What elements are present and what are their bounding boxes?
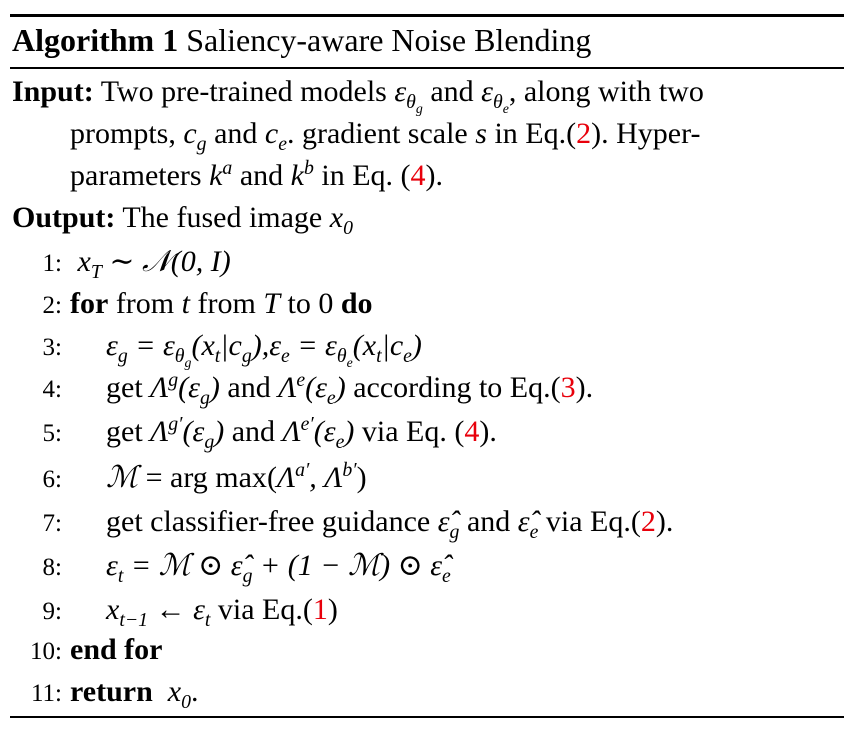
step-8: 8: εt = ℳ ⊙ ε̂g + (1 − ℳ) ⊙ ε̂e <box>12 546 451 588</box>
step-3-math: εg = εθg(xt|cg),εe = εθe(xt|ce) <box>106 329 422 370</box>
input-line-3: parameters ka and kb in Eq. (4). <box>70 156 443 196</box>
step-3: 3: εg = εθg(xt|cg),εe = εθe(xt|ce) <box>12 326 422 370</box>
eq-ref-link[interactable]: 3 <box>560 371 576 404</box>
eq-ref-link[interactable]: 2 <box>640 505 656 538</box>
input-text: and <box>232 159 291 192</box>
input-text: . gradient scale <box>287 117 476 150</box>
keyword-return: return <box>70 675 153 708</box>
step-6: 6: ℳ = arg max(Λa′, Λb′) <box>12 458 367 500</box>
algorithm-title: Algorithm 1 Saliency-aware Noise Blendin… <box>12 18 591 62</box>
eq-ref-link[interactable]: 4 <box>410 159 426 192</box>
input-text: in Eq.( <box>486 117 577 150</box>
eq-ref-link[interactable]: 1 <box>312 593 328 626</box>
step-5: 5: get Λg′(εg) and Λe′(εe) via Eq. (4). <box>12 412 497 454</box>
eq-ref-link[interactable]: 2 <box>576 117 592 150</box>
algorithm-name: Saliency-aware Noise Blending <box>186 22 592 58</box>
math-lambda-e: Λe(εe) <box>278 369 346 409</box>
line-number: 2: <box>42 292 62 319</box>
step-text: to 0 <box>280 287 341 320</box>
step-text: and <box>219 371 279 404</box>
step-10: 10: end for <box>12 630 163 672</box>
step-4: 4: get Λg(εg) and Λe(εe) according to Eq.… <box>12 368 594 410</box>
keyword-end-for: end for <box>70 633 163 666</box>
input-text: Two pre-trained models <box>100 75 395 108</box>
math-eps-hat-e: ε̂e <box>517 505 539 543</box>
line-number: 10: <box>30 638 62 665</box>
step-1: 1: xT ∼ 𝒩(0, I) <box>12 242 231 284</box>
math-t: t <box>181 287 190 320</box>
output-line: Output: The fused image x0 <box>12 198 353 238</box>
input-text: and <box>206 117 265 150</box>
math-eps-theta-g: εθg <box>394 75 423 116</box>
output-label: Output: <box>12 201 116 234</box>
bottom-rule <box>10 716 844 718</box>
step-text: from <box>189 287 264 320</box>
step-text: via Eq.( <box>210 593 313 626</box>
algorithm-label: Algorithm 1 <box>12 22 179 58</box>
step-text: according to Eq.( <box>345 371 561 404</box>
math-lambda-e-prime: Λe′(εe) <box>282 413 355 453</box>
line-number: 3: <box>42 334 62 361</box>
step-text: ). <box>575 371 594 404</box>
step-text: ). <box>479 415 497 448</box>
input-text: ). <box>425 159 444 192</box>
step-text: from <box>108 287 182 320</box>
input-text: parameters <box>70 159 210 192</box>
math-s: s <box>475 117 487 150</box>
input-label: Input: <box>12 75 94 108</box>
math-lambda-a-b: Λa′, Λb′ <box>276 459 357 494</box>
math-lambda-g-prime: Λg′(εg) <box>150 413 225 453</box>
math-x0: x0 <box>329 201 353 239</box>
step-text: get <box>106 415 151 448</box>
step-text: get <box>106 371 151 404</box>
keyword-do: do <box>340 287 373 320</box>
input-text: prompts, <box>70 117 184 150</box>
step-text: . <box>190 675 199 708</box>
math-c-e: ce <box>264 117 287 155</box>
math-c-g: cg <box>183 117 207 155</box>
math-x0: x0 <box>167 675 191 713</box>
math-eps-hat-g: ε̂g <box>437 505 460 543</box>
line-number: 5: <box>42 420 62 447</box>
eq-ref-link[interactable]: 4 <box>464 415 480 448</box>
step-text: and <box>224 415 283 448</box>
math-k-a: ka <box>209 157 233 192</box>
math-T: T <box>263 287 280 320</box>
math-eps-theta-e: εθe <box>481 75 509 116</box>
line-number: 9: <box>42 598 62 625</box>
title-rule <box>10 67 844 69</box>
step-11: 11: return x0. <box>12 672 199 714</box>
step-2: 2: for from t from T to 0 do <box>12 284 373 326</box>
step-text: ) <box>327 593 338 626</box>
input-line-1: Input: Two pre-trained models εθg and εθ… <box>12 72 704 116</box>
step-7: 7: get classifier-free guidance ε̂g and ε… <box>12 502 674 544</box>
top-rule <box>10 14 844 17</box>
math-M: ℳ <box>106 461 139 494</box>
output-text: The fused image <box>122 201 330 234</box>
input-text: in Eq. ( <box>313 159 411 192</box>
keyword-for: for <box>70 287 109 320</box>
math-k-b: kb <box>290 157 314 192</box>
step-text: via Eq.( <box>538 505 641 538</box>
input-text: and <box>422 75 482 108</box>
step-text: ). <box>655 505 674 538</box>
input-text: ). Hyper- <box>591 117 701 150</box>
step-8-math: εt = ℳ ⊙ ε̂g + (1 − ℳ) ⊙ ε̂e <box>106 549 451 587</box>
line-number: 1: <box>42 250 62 277</box>
line-number: 6: <box>42 466 62 493</box>
line-number: 11: <box>30 680 62 707</box>
step-text: via Eq. ( <box>354 415 465 448</box>
input-text: , along with two <box>508 75 704 108</box>
step-1-math: xT ∼ 𝒩(0, I) <box>77 245 231 283</box>
input-line-2: prompts, cg and ce. gradient scale s in … <box>70 114 700 154</box>
step-text: get classifier-free guidance <box>106 505 438 538</box>
argmax-text: arg max <box>170 461 267 494</box>
line-number: 4: <box>42 376 62 403</box>
step-9: 9: xt−1 ← εt via Eq.(1) <box>12 590 338 632</box>
step-9-math: xt−1 ← εt <box>106 593 211 631</box>
line-number: 7: <box>42 510 62 537</box>
line-number: 8: <box>42 554 62 581</box>
math-lambda-g: Λg(εg) <box>150 369 220 409</box>
step-text: and <box>459 505 518 538</box>
